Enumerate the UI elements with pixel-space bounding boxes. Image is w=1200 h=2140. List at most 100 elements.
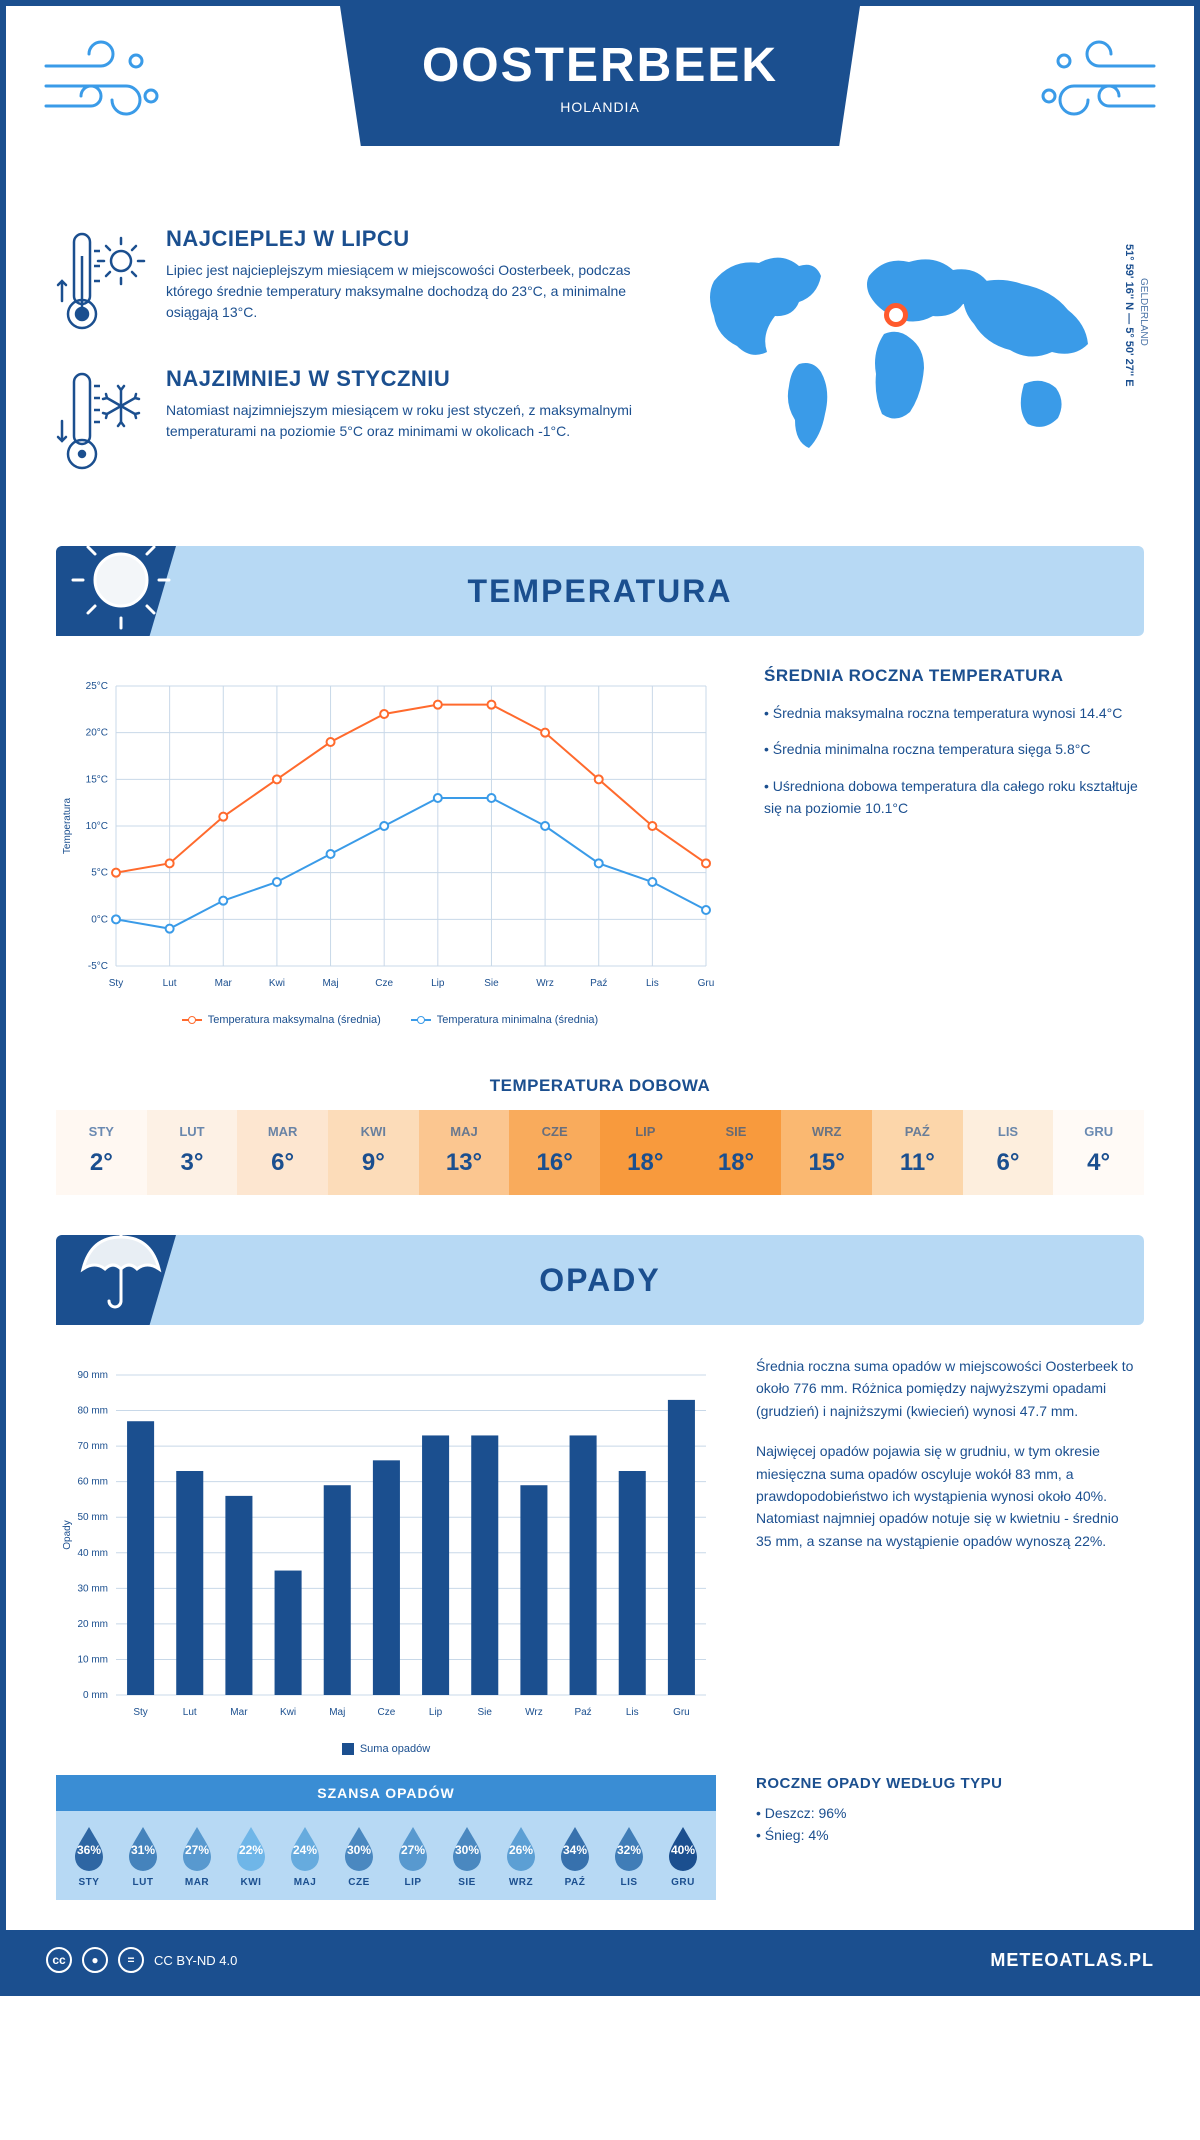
month-label: MAJ [419, 1124, 510, 1139]
temp-value: 15° [781, 1149, 872, 1177]
month-label: LUT [116, 1877, 170, 1888]
legend-item: Temperatura minimalna (średnia) [411, 1014, 598, 1026]
chance-cell: 24% MAJ [278, 1823, 332, 1888]
chance-value: 40% [671, 1843, 695, 1857]
month-label: LIP [600, 1124, 691, 1139]
daily-cell: MAJ 13° [419, 1110, 510, 1195]
temperature-summary: ŚREDNIA ROCZNA TEMPERATURA • Średnia mak… [764, 666, 1144, 1026]
wind-icon [1024, 36, 1164, 136]
month-label: CZE [332, 1877, 386, 1888]
month-label: SIE [440, 1877, 494, 1888]
page-subtitle: HOLANDIA [560, 99, 640, 115]
chance-value: 30% [455, 1843, 479, 1857]
chance-cell: 30% SIE [440, 1823, 494, 1888]
chance-value: 26% [509, 1843, 533, 1857]
svg-text:Paź: Paź [574, 1707, 591, 1718]
coldest-heading: NAJZIMNIEJ W STYCZNIU [166, 366, 644, 392]
page-title: OOSTERBEEK [422, 38, 778, 93]
coldest-text: Natomiast najzimniejszym miesiącem w rok… [166, 400, 644, 442]
warmest-text: Lipiec jest najcieplejszym miesiącem w m… [166, 260, 644, 323]
daily-cell: WRZ 15° [781, 1110, 872, 1195]
month-label: SIE [691, 1124, 782, 1139]
section-heading: TEMPERATURA [468, 573, 733, 610]
month-label: STY [62, 1877, 116, 1888]
svg-text:Lip: Lip [431, 978, 445, 989]
svg-text:Sty: Sty [109, 978, 123, 989]
daily-cell: STY 2° [56, 1110, 147, 1195]
svg-text:Gru: Gru [673, 1707, 690, 1718]
thermometer-sun-icon [56, 226, 146, 336]
svg-text:30 mm: 30 mm [77, 1583, 108, 1594]
precip-paragraph: Najwięcej opadów pojawia się w grudniu, … [756, 1440, 1136, 1552]
summary-bullet: • Średnia minimalna roczna temperatura s… [764, 738, 1144, 760]
svg-text:Lis: Lis [646, 978, 659, 989]
header: OOSTERBEEK HOLANDIA [6, 6, 1194, 206]
temp-value: 11° [872, 1149, 963, 1177]
temp-value: 18° [600, 1149, 691, 1177]
world-map-block: GELDERLAND 51° 59' 16'' N — 5° 50' 27'' … [684, 226, 1144, 506]
svg-text:Cze: Cze [375, 978, 393, 989]
chance-cell: 40% GRU [656, 1823, 710, 1888]
chart-legend: Suma opadów [56, 1743, 716, 1755]
svg-text:Mar: Mar [215, 978, 233, 989]
precipitation-bar-chart: 0 mm10 mm20 mm30 mm40 mm50 mm60 mm70 mm8… [56, 1355, 716, 1735]
svg-text:Opady: Opady [62, 1520, 73, 1549]
raindrop-icon: 31% [123, 1823, 163, 1871]
daily-cell: KWI 9° [328, 1110, 419, 1195]
svg-text:Wrz: Wrz [536, 978, 554, 989]
chance-value: 24% [293, 1843, 317, 1857]
chance-cell: 30% CZE [332, 1823, 386, 1888]
raindrop-icon: 40% [663, 1823, 703, 1871]
summary-bullet: • Uśredniona dobowa temperatura dla całe… [764, 775, 1144, 820]
raindrop-icon: 36% [69, 1823, 109, 1871]
raindrop-icon: 30% [339, 1823, 379, 1871]
svg-text:60 mm: 60 mm [77, 1477, 108, 1488]
temp-value: 18° [691, 1149, 782, 1177]
month-label: PAŹ [548, 1877, 602, 1888]
temperature-line-chart: -5°C0°C5°C10°C15°C20°C25°CStyLutMarKwiMa… [56, 666, 716, 1006]
daily-cell: GRU 4° [1053, 1110, 1144, 1195]
chance-cell: 32% LIS [602, 1823, 656, 1888]
site-credit: METEOATLAS.PL [990, 1950, 1154, 1971]
raindrop-icon: 34% [555, 1823, 595, 1871]
svg-text:Maj: Maj [322, 978, 338, 989]
region-label: GELDERLAND [1136, 238, 1150, 387]
month-label: MAR [237, 1124, 328, 1139]
raindrop-icon: 24% [285, 1823, 325, 1871]
warmest-heading: NAJCIEPLEJ W LIPCU [166, 226, 644, 252]
precipitation-content: 0 mm10 mm20 mm30 mm40 mm50 mm60 mm70 mm8… [6, 1355, 1194, 1775]
month-label: LIS [602, 1877, 656, 1888]
raindrop-icon: 30% [447, 1823, 487, 1871]
chance-value: 27% [401, 1843, 425, 1857]
temp-value: 6° [237, 1149, 328, 1177]
svg-text:Lut: Lut [163, 978, 177, 989]
section-heading: OPADY [539, 1262, 660, 1299]
month-label: GRU [656, 1877, 710, 1888]
footer: cc ● = CC BY-ND 4.0 METEOATLAS.PL [6, 1930, 1194, 1990]
world-map [684, 226, 1104, 466]
location-marker-icon [884, 303, 908, 327]
legend-label: Suma opadów [360, 1743, 430, 1755]
svg-text:Kwi: Kwi [280, 1707, 296, 1718]
svg-text:Temperatura: Temperatura [62, 797, 73, 854]
precip-type-item: • Śnieg: 4% [756, 1824, 1002, 1846]
by-icon: ● [82, 1947, 108, 1973]
raindrop-icon: 32% [609, 1823, 649, 1871]
chance-value: 34% [563, 1843, 587, 1857]
svg-text:50 mm: 50 mm [77, 1512, 108, 1523]
daily-temperature-table: STY 2° LUT 3° MAR 6° KWI 9° MAJ 13° CZE … [56, 1110, 1144, 1195]
svg-text:Lut: Lut [183, 1707, 197, 1718]
month-label: KWI [224, 1877, 278, 1888]
nd-icon: = [118, 1947, 144, 1973]
summary-bullet: • Średnia maksymalna roczna temperatura … [764, 702, 1144, 724]
svg-text:20°C: 20°C [86, 728, 108, 739]
raindrop-icon: 22% [231, 1823, 271, 1871]
svg-text:80 mm: 80 mm [77, 1406, 108, 1417]
svg-text:Sty: Sty [133, 1707, 147, 1718]
svg-text:10°C: 10°C [86, 821, 108, 832]
temp-value: 13° [419, 1149, 510, 1177]
legend-item: Temperatura maksymalna (średnia) [182, 1014, 381, 1026]
precip-paragraph: Średnia roczna suma opadów w miejscowośc… [756, 1355, 1136, 1422]
svg-text:90 mm: 90 mm [77, 1370, 108, 1381]
chance-cell: 22% KWI [224, 1823, 278, 1888]
